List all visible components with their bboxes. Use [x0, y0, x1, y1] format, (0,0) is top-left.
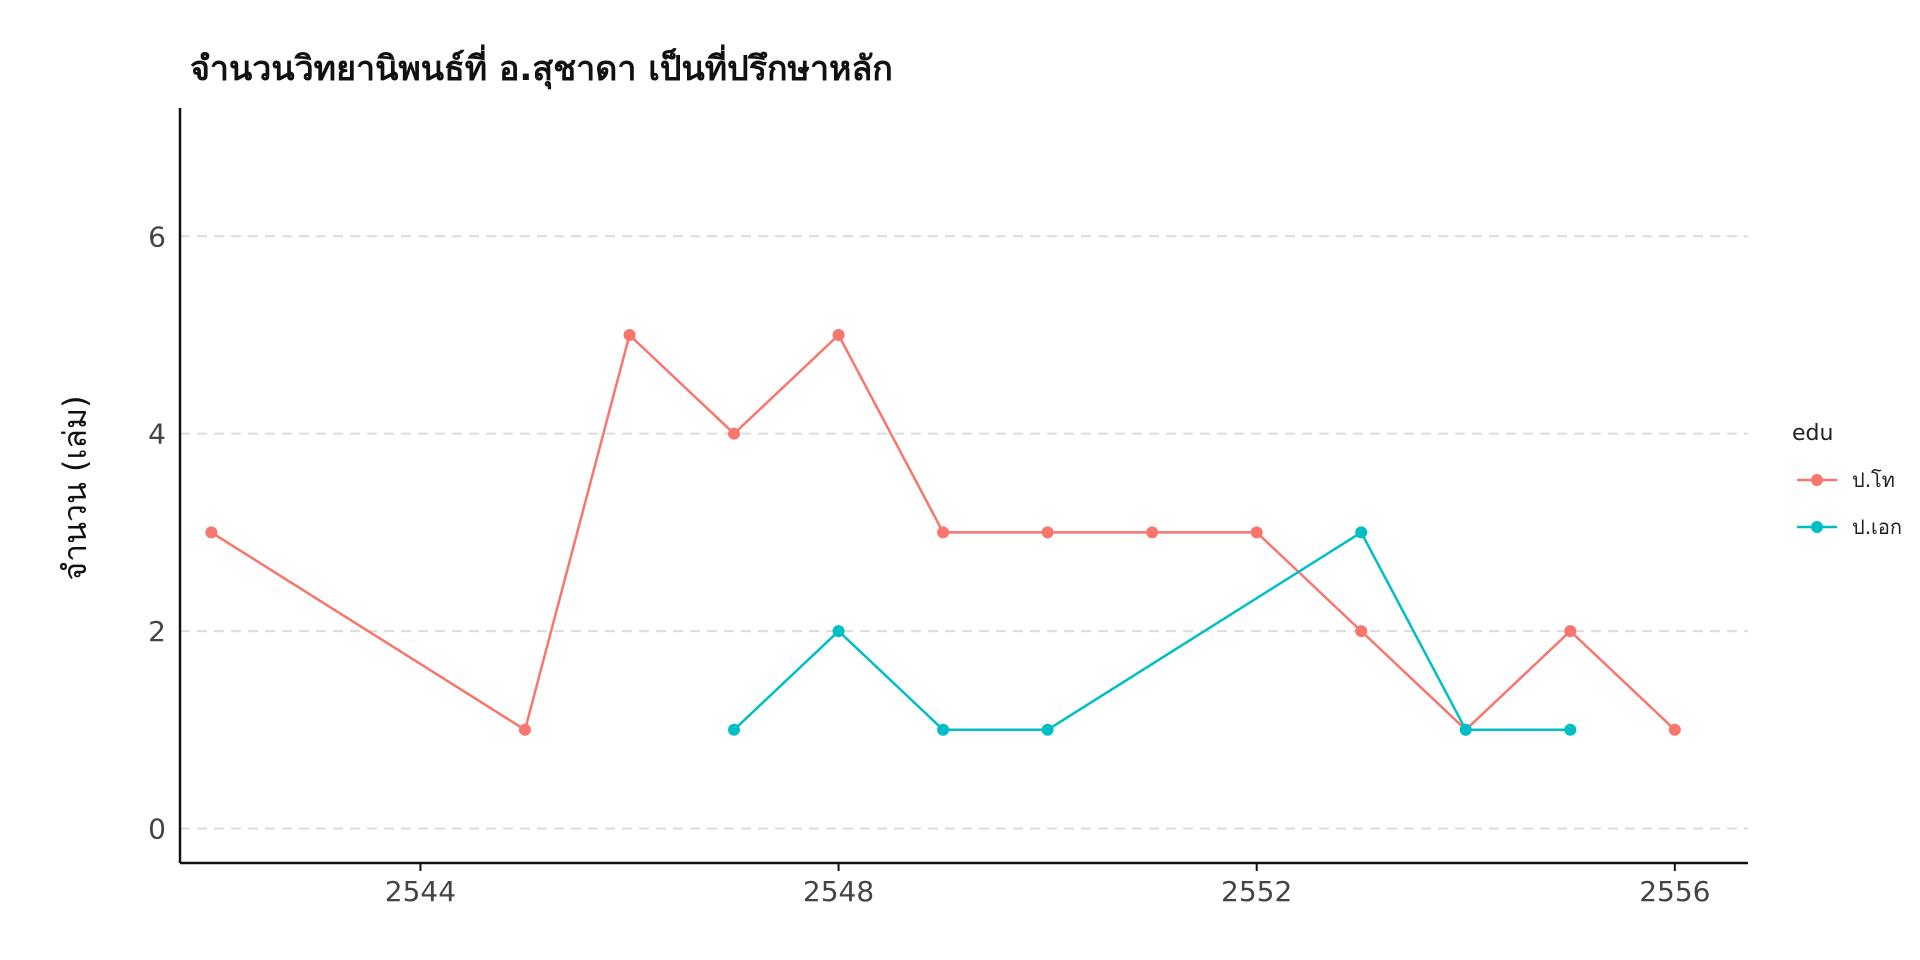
y-tick-label-4: 4	[148, 418, 166, 451]
y-tick-label-6: 6	[148, 220, 166, 253]
data-point-0-9	[1355, 625, 1368, 638]
legend-title: edu	[1792, 421, 1833, 446]
legend-key-0	[1811, 474, 1823, 486]
y-tick-label-0: 0	[148, 812, 166, 845]
chart-title: จำนวนวิทยานิพนธ์ที่ อ.สุชาดา เป็นที่ปรึก…	[190, 44, 893, 90]
data-point-0-2	[623, 328, 636, 341]
axes	[178, 108, 1748, 871]
series-layer	[205, 328, 1681, 736]
x-tick-label-2552: 2552	[1221, 875, 1292, 908]
data-point-0-3	[728, 427, 741, 440]
data-point-1-0	[728, 723, 741, 736]
y-tick-label-2: 2	[148, 615, 166, 648]
data-point-0-6	[1041, 526, 1054, 539]
data-point-1-3	[1041, 723, 1054, 736]
data-point-1-2	[937, 723, 950, 736]
x-tick-label-2544: 2544	[385, 875, 456, 908]
y-axis-title: จำนวน (เล่ม)	[56, 395, 94, 580]
data-point-0-7	[1146, 526, 1159, 539]
data-point-0-12	[1668, 723, 1681, 736]
x-tick-label-2548: 2548	[803, 875, 874, 908]
grid-lines	[180, 235, 1748, 830]
data-point-0-0	[205, 526, 218, 539]
data-point-1-4	[1355, 526, 1368, 539]
x-tick-label-2556: 2556	[1639, 875, 1710, 908]
data-point-0-11	[1564, 625, 1577, 638]
data-point-1-5	[1459, 723, 1472, 736]
legend-label-0: ป.โท	[1852, 468, 1895, 492]
legend: edu ป.โทป.เอก	[1792, 421, 1902, 539]
legend-key-1	[1811, 521, 1823, 533]
data-point-1-6	[1564, 723, 1577, 736]
data-point-0-1	[518, 723, 531, 736]
legend-label-1: ป.เอก	[1852, 515, 1902, 539]
data-point-0-4	[832, 328, 845, 341]
tick-labels: 0 2 4 6 2544 2548 2552 2556	[148, 220, 1710, 908]
data-point-1-1	[832, 625, 845, 638]
data-point-0-8	[1250, 526, 1263, 539]
legend-items: ป.โทป.เอก	[1797, 468, 1902, 539]
data-point-0-5	[937, 526, 950, 539]
